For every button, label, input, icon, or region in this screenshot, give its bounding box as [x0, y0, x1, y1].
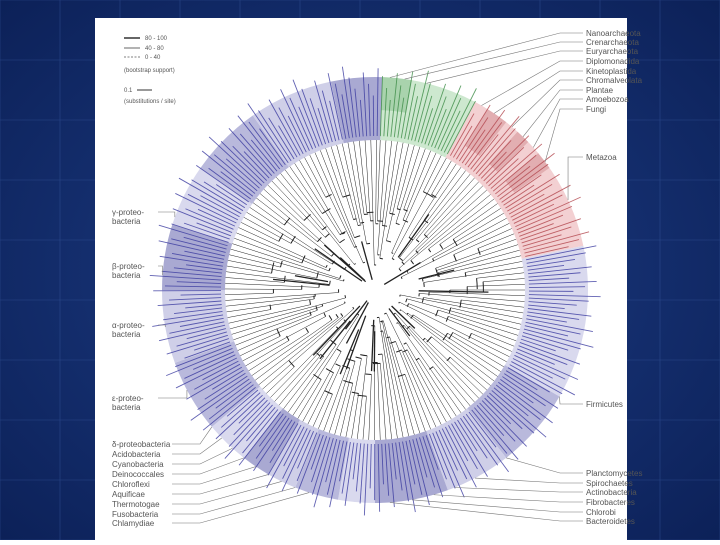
group-label: Firmicutes — [586, 400, 623, 409]
group-label: Plantae — [586, 86, 614, 95]
branch-arc — [367, 243, 370, 244]
scale-caption: (substitutions / site) — [124, 99, 176, 105]
group-label: Metazoa — [586, 153, 617, 162]
group-label: bacteria — [112, 403, 141, 412]
group-label: Euryarchaeota — [586, 47, 639, 56]
group-label: Actinobacteria — [586, 488, 637, 497]
branch-arc — [380, 258, 383, 259]
group-label: Fungi — [586, 105, 606, 114]
group-label: Aquificae — [112, 490, 145, 499]
group-label: Bacteroidetes — [586, 517, 635, 526]
group-label: Chlorobi — [586, 508, 616, 517]
group-label: Spirochaetes — [586, 479, 633, 488]
group-label: Deinococcales — [112, 470, 164, 479]
branch-arc — [363, 262, 365, 263]
group-label: bacteria — [112, 271, 141, 280]
group-label: β-proteo- — [112, 262, 145, 271]
scale-label: 0.1 — [124, 88, 133, 94]
group-label: Amoebozoa — [586, 95, 629, 104]
group-label: bacteria — [112, 330, 141, 339]
group-label: Diplomonadida — [586, 57, 640, 66]
group-label: Thermotogae — [112, 500, 160, 509]
group-label: Chloroflexi — [112, 480, 150, 489]
legend-item: 80 - 100 — [145, 36, 168, 42]
group-label: γ-proteo- — [112, 208, 144, 217]
group-label: Acidobacteria — [112, 450, 161, 459]
branch-arc — [345, 302, 346, 304]
branch-arc — [343, 279, 344, 281]
group-label: Planctomycetes — [586, 469, 642, 478]
group-label: ε-proteo- — [112, 394, 144, 403]
group-label: δ-proteobacteria — [112, 440, 171, 449]
legend-item: 0 - 40 — [145, 55, 161, 61]
branch-arc — [345, 295, 346, 298]
branch-arc — [399, 302, 400, 303]
branch-arc — [392, 253, 394, 254]
group-label: α-proteo- — [112, 321, 145, 330]
legend-item: 40 - 80 — [145, 46, 164, 52]
group-label: Cyanobacteria — [112, 460, 164, 469]
group-label: Crenarchaeota — [586, 38, 639, 47]
branch-arc — [422, 279, 423, 282]
group-label: Chromalveolata — [586, 76, 643, 85]
group-label: Kinetoplastida — [586, 67, 637, 76]
legend-caption: (bootstrap support) — [124, 68, 175, 74]
group-label: Fusobacteria — [112, 510, 159, 519]
group-label: Nanoarchaeota — [586, 29, 641, 38]
group-label: bacteria — [112, 217, 141, 226]
branch-arc — [400, 310, 401, 311]
branch-arc — [330, 281, 331, 285]
group-label: Chlamydiae — [112, 519, 155, 528]
group-label: Fibrobacteres — [586, 498, 635, 507]
